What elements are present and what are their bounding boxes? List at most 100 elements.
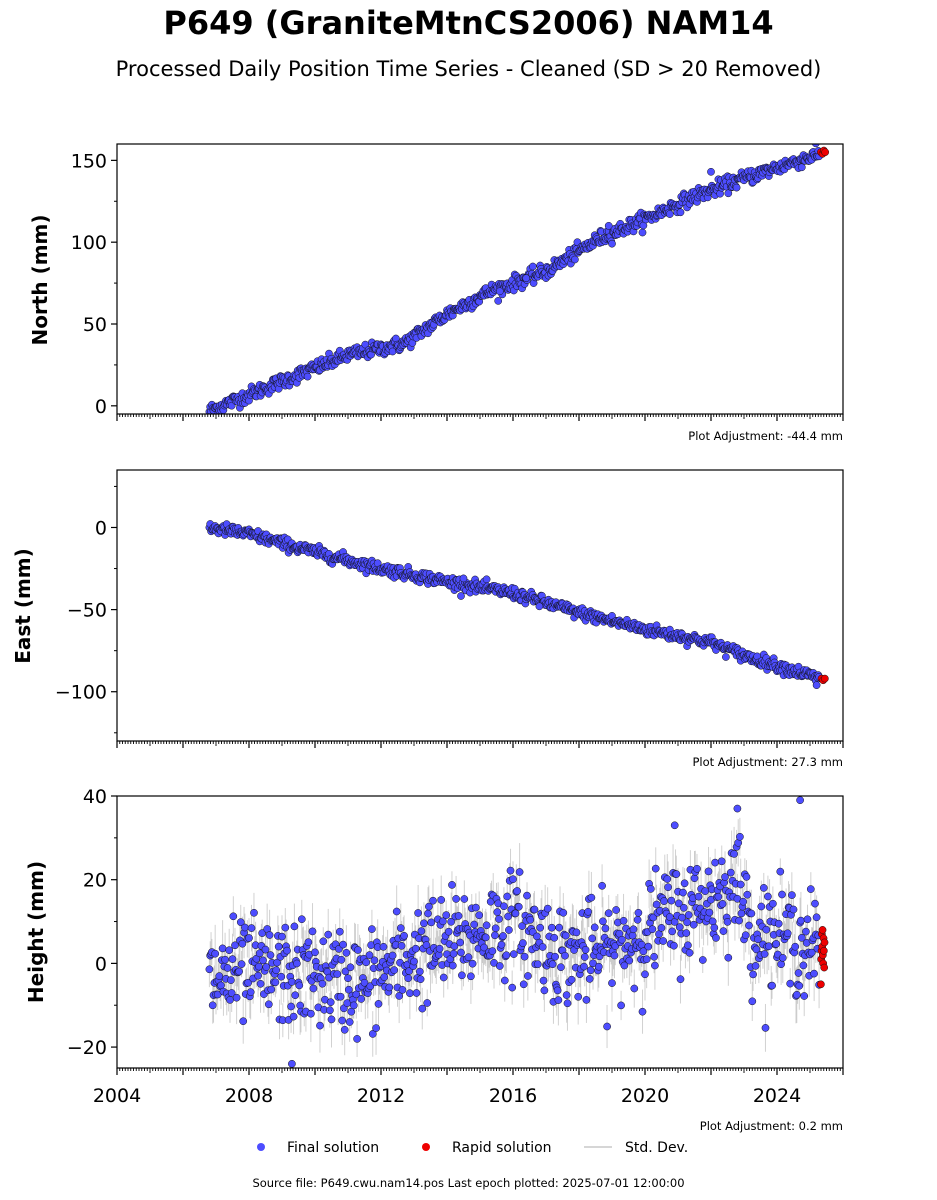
height-final-point <box>567 975 576 984</box>
height-final-point <box>238 939 247 948</box>
height-final-point <box>338 1016 347 1025</box>
height-final-point <box>618 935 626 944</box>
height-final-point <box>610 951 619 960</box>
height-final-point <box>457 948 465 957</box>
height-final-point <box>410 957 418 966</box>
height-final-point <box>650 952 658 961</box>
height-final-point <box>417 927 426 935</box>
height-final-point <box>601 924 610 933</box>
height-final-point <box>652 900 661 909</box>
height-final-point <box>265 931 274 939</box>
height-final-point <box>799 961 808 970</box>
height-final-point <box>807 948 816 957</box>
height-final-point <box>629 925 638 934</box>
height-final-point <box>495 915 503 923</box>
height-final-point <box>633 915 642 924</box>
height-final-point <box>374 1000 383 1008</box>
height-final-point <box>281 923 290 932</box>
height-final-point <box>225 946 234 955</box>
height-final-point <box>420 919 428 928</box>
height-final-point <box>211 949 220 958</box>
east-axes-frame <box>116 469 844 742</box>
height-final-point <box>524 972 532 980</box>
height-final-point <box>513 887 521 895</box>
height-final-point <box>229 912 238 921</box>
height-final-point <box>536 923 545 932</box>
north-final-point <box>797 163 806 172</box>
height-final-point <box>751 962 760 970</box>
height-final-point <box>518 922 526 930</box>
height-final-point <box>354 946 362 954</box>
height-rapid-point <box>820 946 828 955</box>
height-final-point <box>245 934 253 942</box>
height-ytick-label: −20 <box>67 1037 107 1059</box>
height-final-point <box>778 890 786 899</box>
height-final-point <box>776 867 785 876</box>
height-final-point <box>456 938 465 947</box>
height-final-point <box>448 881 456 889</box>
height-final-point <box>637 940 646 949</box>
height-rapid-point <box>820 963 829 972</box>
height-final-point <box>701 887 710 895</box>
height-final-point <box>271 978 280 987</box>
height-final-point <box>340 1025 349 1034</box>
height-final-point <box>561 931 570 940</box>
height-final-point <box>392 907 401 916</box>
height-final-point <box>698 956 707 964</box>
height-final-point <box>283 946 291 955</box>
height-final-point <box>548 960 557 969</box>
height-final-point <box>704 867 713 876</box>
height-final-point <box>743 890 752 899</box>
chart-title: P649 (GraniteMtnCS2006) NAM14 <box>163 4 774 42</box>
height-final-point <box>557 963 565 972</box>
height-final-point <box>404 974 413 983</box>
height-data-points <box>205 796 829 1068</box>
height-final-point <box>449 949 458 958</box>
chart-subtitle: Processed Daily Position Time Series - C… <box>115 57 822 81</box>
height-xtick-label: 2020 <box>621 1085 669 1107</box>
height-final-point <box>519 939 527 947</box>
north-final-point <box>604 221 613 230</box>
height-final-point <box>293 959 301 968</box>
height-final-point <box>634 908 643 917</box>
east-ytick-label: −50 <box>67 600 107 622</box>
height-final-point <box>335 927 344 936</box>
height-final-point <box>717 857 726 866</box>
height-xtick-label: 2008 <box>225 1085 273 1107</box>
height-final-point <box>448 961 457 970</box>
height-final-point <box>543 904 552 913</box>
height-final-point <box>705 908 714 917</box>
height-final-point <box>791 942 800 951</box>
height-final-point <box>733 804 742 813</box>
time-series-figure: 0 50 100 150 0 −50 −100 −20 0 20 40 2004 2008 2012 2… <box>11 143 844 1156</box>
height-final-point <box>572 928 581 937</box>
height-final-point <box>523 891 531 900</box>
height-final-point <box>444 927 453 936</box>
height-final-point <box>414 909 422 917</box>
height-final-point <box>509 875 517 884</box>
height-final-point <box>405 967 413 975</box>
height-final-point <box>754 935 762 944</box>
height-final-point <box>291 991 300 1000</box>
height-rapid-point <box>820 938 829 947</box>
height-final-point <box>396 924 405 932</box>
height-final-point <box>274 942 283 951</box>
height-final-point <box>796 796 804 805</box>
height-final-point <box>324 930 333 939</box>
height-final-point <box>667 896 676 905</box>
height-final-point <box>690 874 699 883</box>
height-final-point <box>608 979 616 987</box>
height-final-point <box>244 978 253 987</box>
height-final-point <box>365 951 374 959</box>
height-final-point <box>424 909 432 918</box>
height-final-point <box>663 875 672 883</box>
height-final-point <box>538 943 547 951</box>
legend-rapid-label: Rapid solution <box>452 1140 552 1156</box>
height-final-point <box>764 942 773 951</box>
height-final-point <box>261 945 270 954</box>
legend-stddev-label: Std. Dev. <box>625 1140 688 1156</box>
height-final-point <box>774 919 783 928</box>
height-final-point <box>254 971 262 980</box>
height-final-point <box>504 912 512 921</box>
north-ytick-label: 0 <box>95 396 107 418</box>
